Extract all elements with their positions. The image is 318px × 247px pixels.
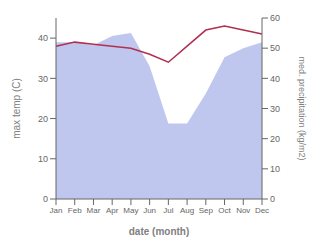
svg-text:Sep: Sep — [199, 206, 214, 215]
svg-text:Jan: Jan — [50, 206, 63, 215]
svg-text:Nov: Nov — [236, 206, 250, 215]
svg-text:Apr: Apr — [106, 206, 119, 215]
svg-text:10: 10 — [38, 154, 48, 164]
svg-text:20: 20 — [270, 134, 280, 144]
svg-text:Jul: Jul — [163, 206, 173, 215]
svg-text:10: 10 — [270, 164, 280, 174]
svg-text:Oct: Oct — [218, 206, 231, 215]
svg-text:30: 30 — [270, 104, 280, 114]
svg-text:May: May — [123, 206, 138, 215]
svg-text:Dec: Dec — [255, 206, 269, 215]
svg-text:Jun: Jun — [143, 206, 156, 215]
svg-text:20: 20 — [38, 114, 48, 124]
svg-text:Feb: Feb — [68, 206, 82, 215]
svg-text:40: 40 — [270, 74, 280, 84]
svg-text:max temp (C): max temp (C) — [11, 78, 22, 139]
svg-text:Mar: Mar — [87, 206, 101, 215]
svg-text:30: 30 — [38, 74, 48, 84]
svg-text:0: 0 — [43, 194, 48, 204]
svg-text:Aug: Aug — [180, 206, 194, 215]
svg-text:60: 60 — [270, 13, 280, 23]
svg-text:40: 40 — [38, 33, 48, 43]
svg-text:0: 0 — [270, 194, 275, 204]
svg-text:med. precipitation (kg/m2): med. precipitation (kg/m2) — [297, 56, 307, 160]
svg-text:50: 50 — [270, 43, 280, 53]
svg-text:date (month): date (month) — [129, 226, 190, 237]
